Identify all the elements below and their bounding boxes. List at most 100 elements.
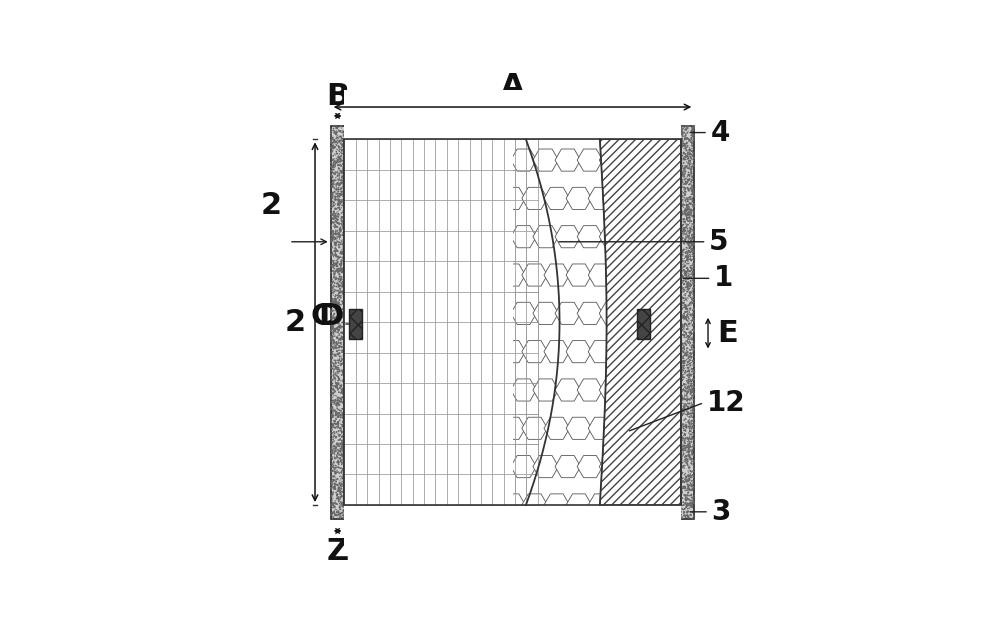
Point [529, 510, 545, 520]
Point [532, 500, 548, 510]
Point [329, 122, 345, 133]
Point [593, 510, 609, 521]
Point [466, 126, 482, 137]
Point [424, 504, 440, 514]
Bar [344, 140, 512, 505]
Point [487, 513, 503, 523]
Point [675, 129, 691, 139]
Point [336, 172, 352, 182]
Point [488, 509, 504, 519]
Point [328, 274, 344, 284]
Point [531, 510, 547, 520]
Point [335, 252, 351, 262]
Point [331, 400, 347, 410]
Point [338, 126, 354, 137]
Point [331, 316, 347, 327]
Point [645, 128, 661, 138]
Point [612, 504, 628, 514]
Point [380, 511, 396, 521]
Point [326, 411, 342, 421]
Point [333, 331, 349, 341]
Point [601, 511, 617, 521]
Point [677, 131, 693, 142]
Point [410, 503, 426, 513]
Point [377, 501, 393, 511]
Point [336, 265, 352, 276]
Point [398, 501, 414, 512]
Point [513, 512, 529, 522]
Point [331, 137, 347, 147]
Point [662, 128, 678, 138]
Point [686, 325, 702, 336]
Point [562, 127, 578, 137]
Point [595, 132, 611, 142]
Point [519, 121, 535, 131]
Point [453, 124, 469, 135]
Point [329, 396, 345, 406]
Point [336, 287, 352, 297]
Point [323, 170, 339, 180]
Point [400, 505, 416, 516]
Point [471, 130, 487, 140]
Point [330, 257, 346, 267]
Point [658, 511, 674, 521]
Point [641, 513, 657, 523]
Point [684, 382, 700, 392]
Point [584, 513, 600, 523]
Point [573, 500, 589, 510]
Point [630, 125, 646, 135]
Point [675, 457, 691, 468]
Point [400, 512, 416, 523]
Point [333, 497, 349, 507]
Point [515, 501, 531, 512]
Point [675, 339, 691, 350]
Point [324, 402, 340, 412]
Point [612, 126, 628, 136]
Point [486, 501, 502, 511]
Point [677, 327, 693, 338]
Point [325, 487, 341, 498]
Point [336, 162, 352, 172]
Point [680, 403, 696, 413]
Point [328, 121, 344, 131]
Point [515, 502, 531, 512]
Point [684, 144, 700, 154]
Point [645, 503, 661, 513]
Point [335, 266, 351, 276]
Point [334, 290, 350, 300]
Point [366, 502, 382, 512]
Point [333, 263, 349, 274]
Point [648, 501, 664, 511]
Point [484, 503, 500, 514]
Point [590, 132, 606, 142]
Point [333, 478, 349, 489]
Point [683, 436, 699, 447]
Polygon shape [511, 226, 536, 248]
Point [334, 491, 350, 501]
Point [678, 501, 694, 512]
Point [582, 501, 598, 512]
Point [650, 509, 666, 519]
Point [681, 465, 697, 475]
Point [650, 126, 666, 136]
Point [680, 447, 696, 457]
Point [645, 505, 661, 516]
Point [535, 503, 551, 513]
Point [679, 145, 695, 155]
Point [348, 502, 364, 512]
Point [673, 510, 689, 520]
Point [679, 373, 695, 383]
Point [388, 503, 404, 514]
Point [684, 446, 700, 456]
Point [674, 128, 690, 138]
Point [586, 122, 602, 133]
Point [680, 278, 696, 288]
Point [611, 134, 627, 144]
Point [680, 401, 696, 412]
Point [682, 420, 698, 430]
Point [675, 462, 691, 472]
Point [676, 355, 692, 366]
Point [680, 369, 696, 380]
Point [683, 165, 699, 175]
Point [685, 246, 701, 256]
